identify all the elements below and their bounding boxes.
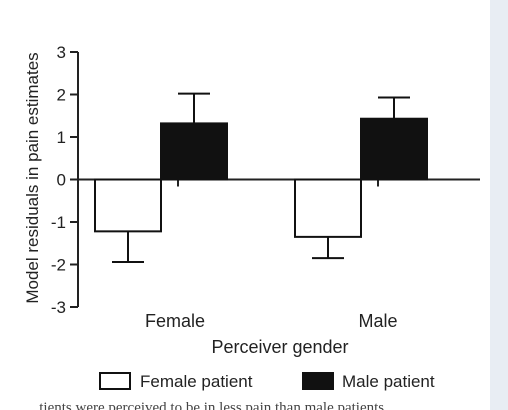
- page-margin: [490, 0, 508, 410]
- y-tick-label: 2: [57, 86, 66, 105]
- caption-strip: ...tients were perceived to be in less p…: [0, 398, 508, 410]
- caption-text: ...tients were perceived to be in less p…: [28, 400, 396, 410]
- bar: [94, 178, 162, 233]
- legend-label: Male patient: [342, 372, 435, 391]
- y-tick-label: -2: [51, 256, 66, 275]
- y-tick-label: 3: [57, 43, 66, 62]
- y-tick-label: -3: [51, 298, 66, 317]
- x-category-label: Female: [145, 311, 205, 331]
- y-tick-label: 0: [57, 171, 66, 190]
- bar: [360, 117, 428, 181]
- bar: [294, 178, 362, 238]
- x-category-label: Male: [358, 311, 397, 331]
- bar-chart: 3 2 1 0 -1 -2 -3 Female Male Perceiver gender Mode…: [23, 43, 480, 391]
- bar: [160, 122, 228, 181]
- y-axis-title: Model residuals in pain estimates: [23, 52, 42, 303]
- legend-swatch: [99, 372, 131, 390]
- chart-bars: [94, 92, 428, 263]
- x-axis-title: Perceiver gender: [211, 337, 348, 357]
- y-tick-label: 1: [57, 128, 66, 147]
- chart-labels: 3 2 1 0 -1 -2 -3 Female Male Perceiver gender Mode…: [23, 43, 398, 357]
- legend-label: Female patient: [140, 372, 253, 391]
- legend-swatch: [302, 372, 334, 390]
- y-tick-label: -1: [51, 213, 66, 232]
- chart-legend: Female patient Male patient: [99, 372, 435, 391]
